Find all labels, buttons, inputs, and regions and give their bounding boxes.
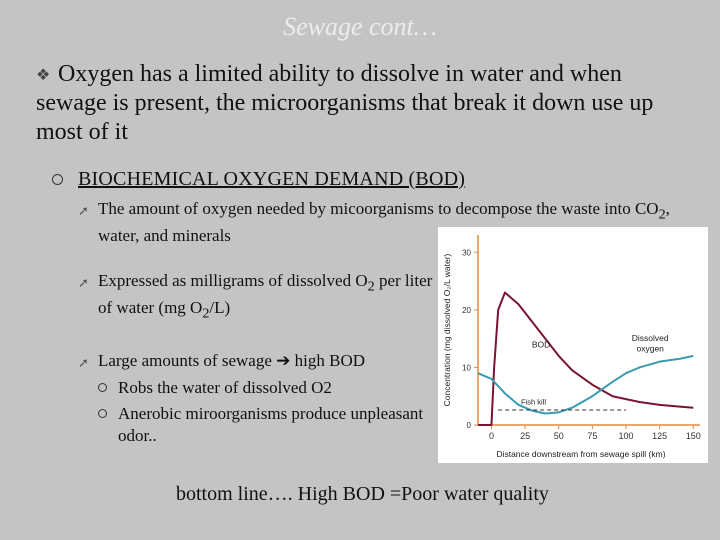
slide-title: Sewage cont… <box>283 12 437 41</box>
dissolved-oxygen-line <box>477 354 694 415</box>
fish-kill-label: Fish kill <box>521 397 546 406</box>
open-book-icon: ❖ <box>36 67 51 84</box>
sub-bullet-definition-text: The amount of oxygen needed by micoorgan… <box>98 199 670 246</box>
y-tick-label: 0 <box>467 421 472 430</box>
sub-bullet-definition: ➚ The amount of oxygen needed by micoorg… <box>78 198 698 247</box>
bod-label: BOD <box>532 339 550 349</box>
circle-icon <box>98 409 107 418</box>
x-tick-label: 150 <box>686 431 701 441</box>
chart-svg: 0 10 20 30 0 25 50 75 100 125 150 Distance downstre… <box>442 235 701 459</box>
sub-bullet-high-bod: ➚ Large amounts of sewage ➔ high BOD <box>78 350 438 372</box>
x-tick-label: 100 <box>618 431 633 441</box>
circle-icon <box>52 174 63 185</box>
bod-heading: BIOCHEMICAL OXYGEN DEMAND (BOD) <box>52 168 465 191</box>
subsub-bullet-robs: Robs the water of dissolved O2 <box>98 377 332 399</box>
subsub-bullet-odor-text: Anerobic miroorganisms produce unpleasan… <box>118 404 424 445</box>
subsub-bullet-robs-text: Robs the water of dissolved O2 <box>118 378 332 397</box>
circle-icon <box>98 383 107 392</box>
y-axis-label: Concentration (mg dissolved O₂/L water) <box>442 253 452 406</box>
arrow-icon: ➚ <box>78 275 89 290</box>
arrow-icon: ➚ <box>78 203 89 218</box>
y-tick-label: 10 <box>462 363 471 372</box>
x-axis-label: Distance downstream from sewage spill (k… <box>496 449 665 459</box>
bod-oxygen-chart: 0 10 20 30 0 25 50 75 100 125 150 Distance downstre… <box>438 227 708 463</box>
dissolved-oxygen-label-line2: oxygen <box>637 343 665 353</box>
x-tick-label: 25 <box>520 431 530 441</box>
dissolved-oxygen-label: Dissolved <box>632 333 669 343</box>
x-tick-label: 75 <box>587 431 597 441</box>
bod-line <box>478 291 694 426</box>
y-tick-label: 30 <box>462 248 471 257</box>
arrow-icon: ➚ <box>78 355 89 370</box>
main-bullet-text: Oxygen has a limited ability to dissolve… <box>36 61 654 145</box>
sub-bullet-units: ➚ Expressed as milligrams of dissolved O… <box>78 270 438 325</box>
subsub-bullet-odor: Anerobic miroorganisms produce unpleasan… <box>98 403 428 447</box>
sub-bullet-high-bod-text: Large amounts of sewage ➔ high BOD <box>98 351 366 370</box>
bottom-line: bottom line…. High BOD =Poor water quali… <box>176 483 549 505</box>
x-tick-label: 125 <box>652 431 667 441</box>
right-arrow-icon: ➔ <box>276 351 291 370</box>
x-tick-label: 50 <box>554 431 564 441</box>
x-tick-label: 0 <box>489 431 494 441</box>
sub-bullet-units-text: Expressed as milligrams of dissolved O2 … <box>98 271 433 322</box>
bod-heading-text: BIOCHEMICAL OXYGEN DEMAND (BOD) <box>78 168 466 190</box>
y-tick-label: 20 <box>462 306 471 315</box>
main-bullet: ❖ Oxygen has a limited ability to dissol… <box>36 60 676 147</box>
